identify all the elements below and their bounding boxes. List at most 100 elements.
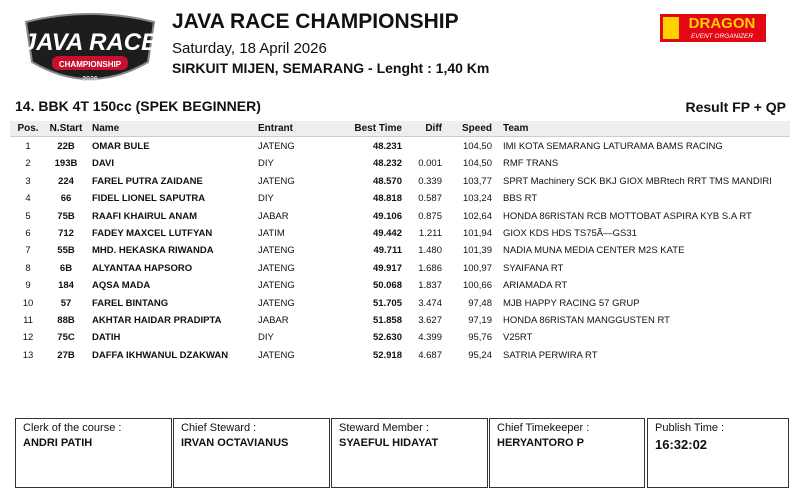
table-cell: DAFFA IKHWANUL DZAKWAN <box>92 349 229 361</box>
table-cell: FIDEL LIONEL SAPUTRA <box>92 193 206 205</box>
table-cell: DAVI <box>92 158 114 170</box>
official-name: SYAEFUL HIDAYAT <box>339 437 439 449</box>
table-cell: 48.232 <box>372 158 402 170</box>
table-cell: 184 <box>58 280 74 292</box>
official-role: Publish Time : <box>655 422 725 434</box>
table-cell: 100,66 <box>462 280 492 292</box>
venue: SIRKUIT MIJEN, SEMARANG - Lenght : 1,40 … <box>172 60 490 76</box>
table-cell: FAREL BINTANG <box>92 297 169 309</box>
table-cell: JATENG <box>258 175 295 187</box>
table-cell: JABAR <box>258 210 289 222</box>
table-cell: 88B <box>57 315 75 326</box>
table-cell: 48.231 <box>372 141 402 152</box>
table-cell: DIY <box>258 332 274 344</box>
official-box: Steward Member : SYAEFUL HIDAYAT <box>331 418 488 488</box>
table-cell: 52.630 <box>372 332 402 344</box>
table-cell: GIOX KDS HDS TS75Ã—GS31 <box>503 228 637 239</box>
logo-text: CHAMPIONSHIP <box>59 60 122 69</box>
table-cell: 97,48 <box>468 297 492 309</box>
table-cell: NADIA MUNA MEDIA CENTER M2S KATE <box>503 245 685 257</box>
table-cell: JATENG <box>258 141 295 152</box>
table-cell: AKHTAR HAIDAR PRADIPTA <box>92 315 222 326</box>
table-cell: 7 <box>25 245 31 257</box>
table-cell: 22B <box>57 141 75 152</box>
table-cell: 3.627 <box>418 315 442 326</box>
table-cell: 48.570 <box>372 175 402 187</box>
table-cell: 75C <box>57 332 75 344</box>
sponsor-tagline: EVENT ORGANIZER <box>691 33 753 40</box>
table-cell: 101,94 <box>462 228 492 239</box>
table-cell: MHD. HEKASKA RIWANDA <box>92 245 214 257</box>
table-cell: DIY <box>258 193 274 205</box>
column-header: Name <box>92 123 120 134</box>
table-cell: 48.818 <box>372 193 402 205</box>
table-cell: 1.686 <box>418 262 442 274</box>
table-cell: SATRIA PERWIRA RT <box>503 349 598 361</box>
table-cell: SYAIFANA RT <box>503 262 564 274</box>
table-cell: 50.068 <box>372 280 402 292</box>
table-cell: 712 <box>58 228 74 239</box>
table-cell: 52.918 <box>372 349 402 361</box>
table-cell: RAAFI KHAIRUL ANAM <box>92 210 198 222</box>
table-cell: 8 <box>25 262 31 274</box>
table-header-bg <box>10 121 790 137</box>
table-cell: 1 <box>25 141 31 152</box>
table-cell: 49.106 <box>372 210 402 222</box>
column-header: Best Time <box>354 123 402 134</box>
official-role: Clerk of the course : <box>23 422 122 434</box>
table-cell: JATENG <box>258 349 295 361</box>
table-cell: 101,39 <box>462 245 492 257</box>
table-cell: 51.705 <box>372 297 402 309</box>
table-cell: JATENG <box>258 245 295 257</box>
table-cell: FAREL PUTRA ZAIDANE <box>92 175 203 187</box>
table-cell: 5 <box>25 210 31 222</box>
official-name: ANDRI PATIH <box>23 437 93 449</box>
table-cell: MJB HAPPY RACING 57 GRUP <box>503 297 640 309</box>
table-cell: 1.837 <box>418 280 442 292</box>
table-cell: RMF TRANS <box>503 158 559 170</box>
official-name: 16:32:02 <box>655 437 708 452</box>
official-box: Chief Steward : IRVAN OCTAVIANUS <box>173 418 330 488</box>
official-role: Chief Timekeeper : <box>497 422 590 434</box>
event-logo: JAVA RACE CHAMPIONSHIP 2026 <box>23 13 158 83</box>
table-cell: 1.480 <box>418 245 442 257</box>
table-cell: ALYANTAA HAPSORO <box>92 262 193 274</box>
table-cell: 97,19 <box>468 315 492 326</box>
table-cell: SPRT Machinery SCK BKJ GIOX MBRtech RRT … <box>503 175 772 187</box>
table-cell: 4 <box>25 193 31 205</box>
official-role: Chief Steward : <box>181 422 257 434</box>
table-cell: BBS RT <box>503 193 538 205</box>
table-cell: 66 <box>60 193 72 205</box>
table-cell: AQSA MADA <box>92 280 151 292</box>
column-header: Speed <box>461 123 492 134</box>
table-cell: 1.211 <box>418 228 442 239</box>
logo-text: JAVA RACE <box>23 29 158 56</box>
table-cell: 57 <box>60 297 72 309</box>
sponsor-name: DRAGON <box>689 15 756 32</box>
table-cell: 3.474 <box>418 297 442 309</box>
table-cell: 51.858 <box>372 315 402 326</box>
column-header: Diff <box>425 123 442 134</box>
title: JAVA RACE CHAMPIONSHIP <box>172 10 459 33</box>
official-box: Clerk of the course : ANDRI PATIH <box>15 418 172 488</box>
table-cell: 49.711 <box>373 245 402 257</box>
table-cell: 104,50 <box>462 158 492 170</box>
table-cell: JATENG <box>258 297 295 309</box>
column-header: Pos. <box>17 123 39 134</box>
table-cell: 13 <box>22 349 34 361</box>
table-cell: 9 <box>25 280 31 292</box>
table-cell: 0.001 <box>418 158 442 170</box>
table-cell: 0.339 <box>418 175 442 187</box>
table-cell: JABAR <box>258 315 289 326</box>
table-cell: 224 <box>58 175 74 187</box>
column-header: Team <box>503 123 529 134</box>
table-cell: 75B <box>57 210 75 222</box>
table-cell: HONDA 86RISTAN RCB MOTTOBAT ASPIRA KYB S… <box>503 210 752 222</box>
official-name: HERYANTORO P <box>497 437 585 449</box>
table-cell: 3 <box>25 175 31 187</box>
table-cell: 4.399 <box>418 332 442 344</box>
table-cell: ARIAMADA RT <box>503 280 568 292</box>
table-cell: 102,64 <box>462 210 492 222</box>
official-role: Steward Member : <box>339 422 429 434</box>
